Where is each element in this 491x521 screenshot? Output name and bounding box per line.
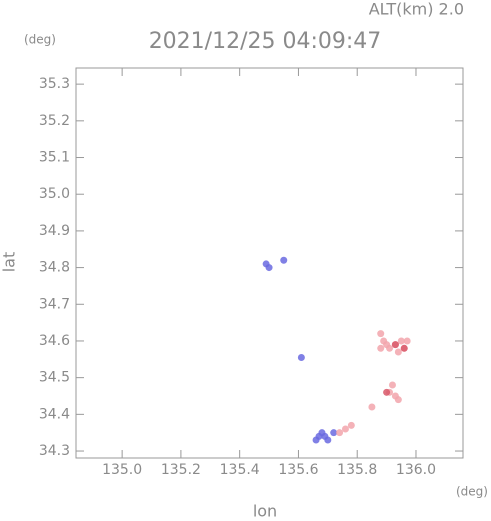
y-tick-label: 35.1 (39, 150, 70, 166)
x-tick-label: 135.8 (337, 462, 377, 478)
x-unit: (deg) (456, 485, 488, 499)
y-tick-label: 35.0 (39, 186, 70, 202)
scatter-point (336, 429, 344, 437)
y-tick-label: 34.3 (39, 443, 70, 459)
plot-frame (75, 67, 464, 459)
scatter-point (377, 330, 385, 338)
scatter-point (403, 337, 411, 345)
x-tick-label: 135.2 (161, 462, 201, 478)
scatter-point (347, 421, 355, 429)
y-tick-label: 34.9 (39, 223, 70, 239)
scatter-point (265, 264, 273, 272)
y-tick-label: 34.5 (39, 370, 70, 386)
x-tick-label: 135.6 (278, 462, 318, 478)
y-tick-label: 34.6 (39, 333, 70, 349)
y-unit: (deg) (24, 33, 56, 47)
y-tick-label: 35.2 (39, 113, 70, 129)
scatter-point (394, 396, 402, 404)
scatter-point (312, 436, 320, 444)
scatter-point (394, 348, 402, 356)
scatter-point (388, 381, 396, 389)
scatter-point (397, 337, 405, 345)
scatter-point (386, 344, 394, 352)
scatter-point (330, 429, 338, 437)
x-tick-label: 135.4 (220, 462, 260, 478)
scatter-point (391, 341, 399, 349)
x-axis-label: lon (253, 502, 277, 521)
scatter-point (383, 388, 391, 396)
x-tick-label: 135.0 (102, 462, 142, 478)
scatter-point (400, 344, 408, 352)
scatter-point (377, 344, 385, 352)
scatter-point (297, 353, 305, 361)
altitude-label: ALT(km) 2.0 (369, 0, 464, 19)
y-tick-label: 34.8 (39, 260, 70, 276)
scatter-point (280, 256, 288, 264)
scatter-point (368, 403, 376, 411)
chart-title: 2021/12/25 04:09:47 (149, 29, 382, 54)
scatter-point (324, 436, 332, 444)
y-tick-label: 34.4 (39, 406, 70, 422)
y-tick-label: 34.7 (39, 296, 70, 312)
y-tick-label: 35.3 (39, 76, 70, 92)
y-axis-label: lat (0, 252, 19, 273)
x-tick-label: 136.0 (396, 462, 436, 478)
scatter-point (341, 425, 349, 433)
